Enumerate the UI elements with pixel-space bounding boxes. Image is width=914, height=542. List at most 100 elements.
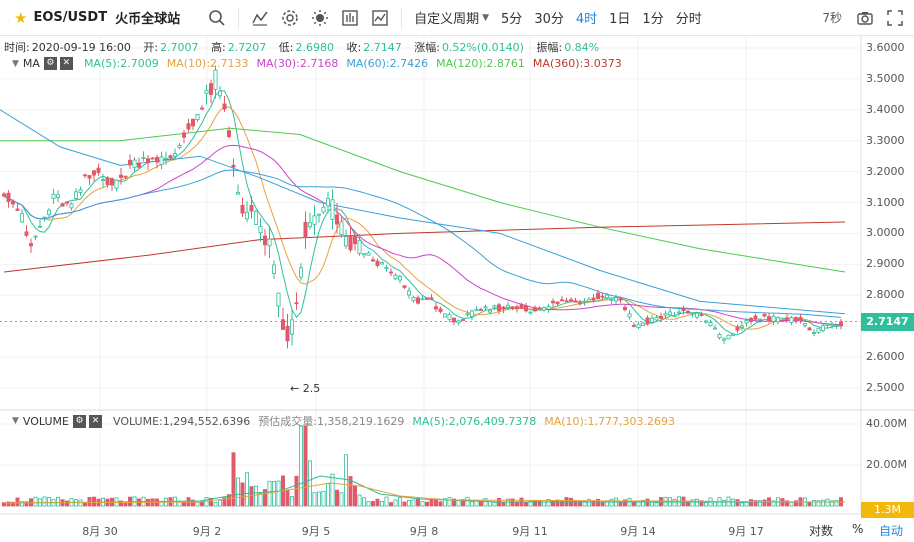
indicator-icon[interactable] <box>365 3 395 33</box>
fullscreen-icon[interactable] <box>880 3 910 33</box>
ma120-value: MA(120):2.8761 <box>436 57 525 70</box>
candle-body <box>469 310 474 317</box>
volume-bar <box>65 500 70 507</box>
volume-bar <box>762 499 767 507</box>
period-1d[interactable]: 1日 <box>609 12 631 27</box>
volume-settings-gear-icon[interactable]: ⚙ <box>72 414 86 428</box>
candle-body <box>357 239 362 254</box>
chart-area[interactable]: 时间: 2020-09-19 16:00 开: 2.7007 高: 2.7207 低:… <box>0 36 914 542</box>
ma10-value: MA(10):2.7133 <box>166 57 249 70</box>
candle-body <box>816 327 821 333</box>
low-label: 低: <box>278 41 294 54</box>
candle-body <box>794 317 799 322</box>
candle-body <box>42 216 47 219</box>
ma60-value: MA(60):2.7426 <box>346 57 429 70</box>
candle-body <box>587 298 592 302</box>
volume-bar <box>379 501 384 507</box>
gear-icon[interactable] <box>275 3 305 33</box>
candle-body <box>159 156 164 165</box>
toolbar-divider <box>238 6 240 29</box>
volume-axis-label: 20.00M <box>866 458 907 471</box>
volume-bar <box>465 496 470 507</box>
volume-bar <box>433 499 438 507</box>
ma-close-icon[interactable]: ✕ <box>59 57 73 70</box>
candle-body <box>659 315 664 319</box>
camera-icon[interactable] <box>850 3 880 33</box>
candle-body <box>235 191 240 195</box>
volume-bar <box>636 501 641 507</box>
candle-body <box>834 325 839 327</box>
candle-body <box>505 304 510 308</box>
candle-body <box>271 264 276 274</box>
volume-bar <box>15 497 20 507</box>
candle-body <box>262 235 267 246</box>
candle-body <box>74 191 79 199</box>
volume-bar <box>294 475 299 507</box>
candle-body <box>325 198 330 207</box>
volume-value: VOLUME:1,294,552.6396 <box>112 414 251 428</box>
ma-legend-name: MA <box>22 57 40 70</box>
candle-body <box>379 262 384 265</box>
candle-body <box>654 317 659 321</box>
volume-bar <box>573 500 578 507</box>
period-1min[interactable]: 1分 <box>642 12 664 27</box>
date-axis-label: 9月 5 <box>301 525 331 538</box>
open-value: 2.7007 <box>160 41 199 54</box>
price-axis-label: 3.1000 <box>866 195 905 209</box>
candle-body <box>632 324 637 327</box>
log-scale-button[interactable]: 对数 <box>809 524 834 538</box>
candle-body <box>101 179 106 182</box>
candle-body <box>429 297 434 300</box>
volume-bar <box>19 501 24 507</box>
price-axis-label: 3.0000 <box>866 226 905 240</box>
percent-scale-button[interactable]: % <box>852 522 864 536</box>
candle-body <box>753 315 758 320</box>
ma-legend: ▼ MA ⚙ ✕ MA(5):2.7009 MA(10):2.7133 MA(3… <box>4 57 622 70</box>
volume-bar <box>555 499 560 507</box>
period-5min[interactable]: 5分 <box>501 12 523 27</box>
favorite-star-icon[interactable]: ★ <box>14 8 28 27</box>
candle-body <box>510 306 515 310</box>
period-timeline[interactable]: 分时 <box>675 12 702 27</box>
candle-body <box>573 300 578 303</box>
collapse-chevron-icon[interactable]: ▼ <box>12 58 19 69</box>
volume-ma10-line <box>3 482 846 504</box>
symbol-selector[interactable]: ★ EOS/USDT 火币全球站 <box>0 0 180 35</box>
line-tool-icon[interactable] <box>245 3 275 33</box>
volume-bar <box>339 492 344 507</box>
compare-icon[interactable] <box>335 3 365 33</box>
volume-bar <box>695 498 700 507</box>
volume-bar <box>672 499 677 507</box>
volume-bar <box>406 500 411 507</box>
ma-settings-gear-icon[interactable]: ⚙ <box>43 57 57 70</box>
candle-body <box>798 316 803 321</box>
candle-body <box>213 69 218 90</box>
auto-scale-button[interactable]: 自动 <box>879 524 904 538</box>
custom-period-dropdown[interactable]: 自定义周期 ▼ <box>408 0 495 35</box>
theme-icon[interactable] <box>305 3 335 33</box>
candle-body <box>87 175 92 179</box>
collapse-chevron-icon[interactable]: ▼ <box>12 416 19 426</box>
candle-body <box>411 296 416 302</box>
candle-body <box>650 317 655 323</box>
volume-bar <box>830 500 835 507</box>
volume-bar <box>807 502 812 507</box>
period-30min[interactable]: 30分 <box>534 12 564 27</box>
candle-body <box>591 297 596 301</box>
candle-body <box>141 157 146 159</box>
candle-body <box>758 318 763 321</box>
volume-close-icon[interactable]: ✕ <box>88 414 102 428</box>
candle-body <box>699 314 704 316</box>
change-label: 涨幅: <box>414 41 440 54</box>
volume-bar <box>654 502 659 507</box>
date-axis-label: 8月 30 <box>82 525 118 538</box>
candle-body <box>28 243 33 247</box>
open-label: 开: <box>143 41 159 54</box>
volume-bar <box>388 502 393 507</box>
chart-canvas[interactable] <box>0 36 914 542</box>
period-4h[interactable]: 4时 <box>575 12 598 27</box>
volume-bar <box>267 480 272 507</box>
candle-body <box>677 311 682 314</box>
volume-bar <box>190 499 195 507</box>
search-icon[interactable] <box>202 3 232 33</box>
